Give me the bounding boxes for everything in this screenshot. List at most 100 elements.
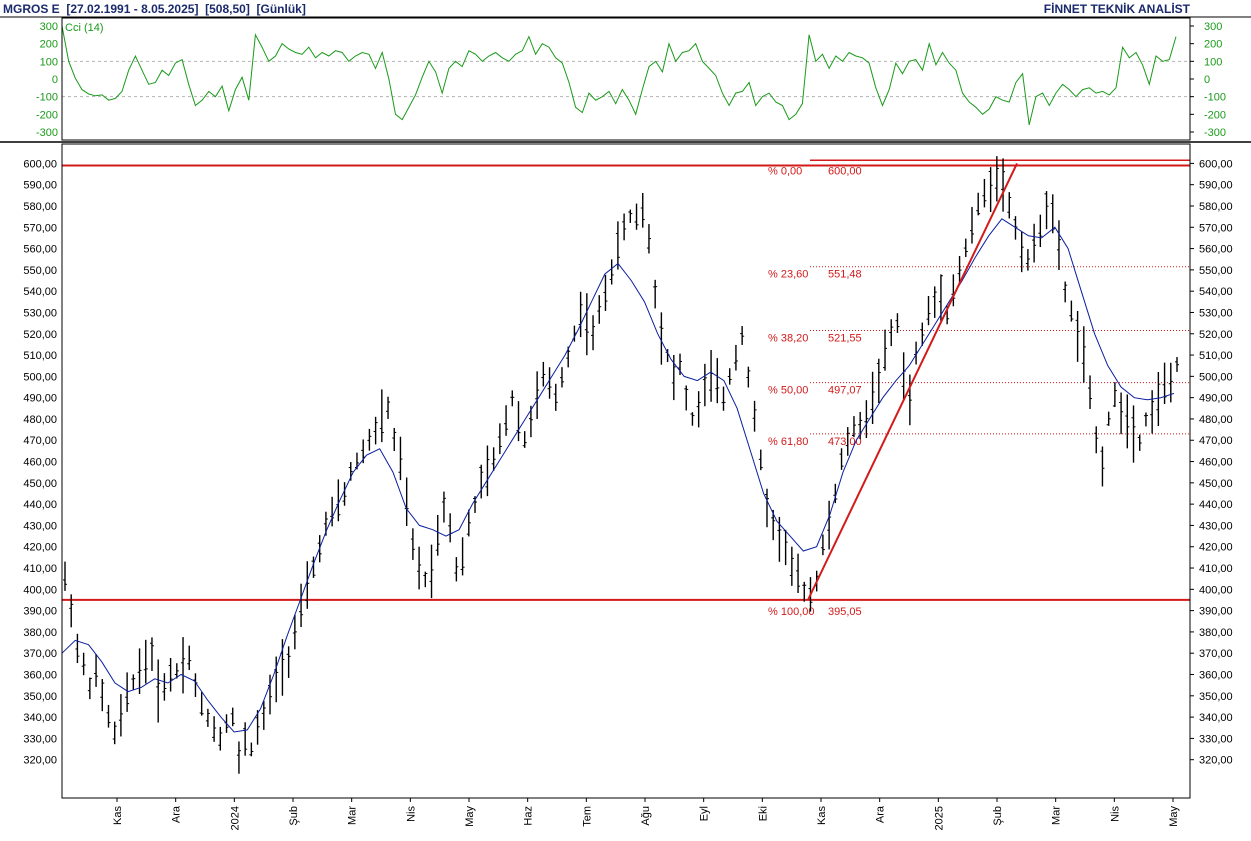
cci-tick-label-left: 0: [52, 74, 58, 86]
price-tick-label-right: 540,00: [1199, 286, 1233, 298]
fib-pct-label: % 100,00: [768, 606, 814, 618]
price-tick-label-right: 400,00: [1199, 584, 1233, 596]
x-tick-label: Kas: [112, 806, 124, 825]
price-tick-label-right: 420,00: [1199, 542, 1233, 554]
cci-panel: 300 300 200 200 100 100 0 0 -100 -100 -200 -200 -300…: [36, 21, 1226, 139]
price-tick-label-left: 470,00: [23, 435, 57, 447]
x-tick-label: Tem: [581, 806, 593, 827]
price-tick-label-left: 350,00: [23, 691, 57, 703]
x-tick-label: Nis: [405, 806, 417, 822]
price-tick-label-right: 370,00: [1199, 648, 1233, 660]
symbol-label: MGROS E: [3, 2, 60, 16]
price-tick-label-right: 470,00: [1199, 435, 1233, 447]
fib-value-label: 600,00: [828, 165, 862, 177]
cci-line: [61, 25, 1177, 126]
price-tick-label-right: 460,00: [1199, 457, 1233, 469]
cci-title: Cci (14): [65, 22, 104, 34]
price-tick-label-left: 570,00: [23, 222, 57, 234]
price-tick-label-left: 320,00: [23, 755, 57, 767]
price-tick-label-right: 320,00: [1199, 755, 1233, 767]
fib-pct-label: % 38,20: [768, 332, 808, 344]
cci-tick-label-left: -300: [36, 127, 58, 139]
price-tick-label-left: 370,00: [23, 648, 57, 660]
cci-tick-label-right: 200: [1204, 39, 1222, 51]
cci-tick-label-left: -100: [36, 92, 58, 104]
price-tick-label-right: 440,00: [1199, 499, 1233, 511]
price-tick-label-left: 550,00: [23, 265, 57, 277]
price-tick-label-right: 330,00: [1199, 733, 1233, 745]
cci-tick-label-left: 300: [40, 21, 58, 33]
price-tick-label-left: 380,00: [23, 627, 57, 639]
fib-value-label: 551,48: [828, 269, 862, 281]
price-tick-label-left: 480,00: [23, 414, 57, 426]
fib-pct-label: % 23,60: [768, 269, 808, 281]
x-tick-label: 2025: [933, 806, 945, 830]
price-tick-label-left: 390,00: [23, 606, 57, 618]
x-tick-label: Mar: [1051, 806, 1063, 825]
x-tick-label: Şub: [288, 806, 300, 826]
chart-header-info: MGROS E [27.02.1991 - 8.05.2025] [508,50…: [3, 2, 306, 16]
price-tick-label-left: 560,00: [23, 244, 57, 256]
fib-value-label: 521,55: [828, 332, 862, 344]
x-tick-label: May: [464, 806, 476, 827]
cci-tick-label-left: -200: [36, 109, 58, 121]
cci-tick-label-right: 300: [1204, 21, 1222, 33]
fib-pct-label: % 0,00: [768, 165, 802, 177]
x-tick-label: 2024: [229, 806, 241, 830]
price-tick-label-left: 400,00: [23, 584, 57, 596]
price-tick-label-left: 520,00: [23, 329, 57, 341]
cci-tick-label-right: -300: [1204, 127, 1226, 139]
price-tick-label-left: 530,00: [23, 307, 57, 319]
price-tick-label-left: 460,00: [23, 457, 57, 469]
price-tick-label-left: 340,00: [23, 712, 57, 724]
price-frame: [61, 143, 1191, 799]
price-tick-label-right: 570,00: [1199, 222, 1233, 234]
cci-tick-label-left: 100: [40, 56, 58, 68]
x-tick-label: Ağu: [640, 806, 652, 826]
price-tick-label-right: 530,00: [1199, 307, 1233, 319]
cci-tick-label-right: -100: [1204, 92, 1226, 104]
price-tick-label-right: 590,00: [1199, 180, 1233, 192]
x-tick-label: Mar: [347, 806, 359, 825]
fib-value-label: 473,00: [828, 436, 862, 448]
x-tick-label: Eki: [757, 806, 769, 821]
price-tick-label-left: 420,00: [23, 542, 57, 554]
price-tick-label-left: 410,00: [23, 563, 57, 575]
price-tick-label-left: 500,00: [23, 371, 57, 383]
x-tick-label: Şub: [992, 806, 1004, 826]
fib-value-label: 497,07: [828, 385, 862, 397]
price-tick-label-right: 380,00: [1199, 627, 1233, 639]
last-price-label: [508,50]: [205, 2, 250, 16]
moving-average-line: [61, 218, 1175, 733]
x-tick-label: May: [1168, 806, 1180, 827]
price-tick-label-right: 580,00: [1199, 201, 1233, 213]
price-tick-label-right: 560,00: [1199, 244, 1233, 256]
price-tick-label-left: 440,00: [23, 499, 57, 511]
x-tick-label: Ara: [171, 805, 183, 823]
price-tick-label-right: 410,00: [1199, 563, 1233, 575]
x-tick-label: Eyl: [699, 806, 711, 821]
x-tick-label: Kas: [816, 806, 828, 825]
price-tick-label-left: 360,00: [23, 670, 57, 682]
x-tick-label: Haz: [523, 806, 535, 826]
price-tick-label-right: 500,00: [1199, 371, 1233, 383]
price-tick-label-right: 510,00: [1199, 350, 1233, 362]
price-tick-label-right: 350,00: [1199, 691, 1233, 703]
price-tick-label-right: 480,00: [1199, 414, 1233, 426]
price-tick-label-right: 340,00: [1199, 712, 1233, 724]
period-label: [Günlük]: [256, 2, 306, 16]
fib-pct-label: % 50,00: [768, 385, 808, 397]
price-tick-label-left: 540,00: [23, 286, 57, 298]
price-panel: 600,00 600,00 590,00 590,00 580,00 580,00 570,…: [23, 156, 1233, 830]
date-range-label: [27.02.1991 - 8.05.2025]: [66, 2, 199, 16]
price-tick-label-right: 390,00: [1199, 606, 1233, 618]
price-tick-label-right: 360,00: [1199, 670, 1233, 682]
price-tick-label-left: 580,00: [23, 201, 57, 213]
x-tick-label: Nis: [1109, 806, 1121, 822]
price-tick-label-left: 430,00: [23, 520, 57, 532]
provider-title: FİNNET TEKNİK ANALİST: [1043, 2, 1190, 16]
cci-tick-label-left: 200: [40, 39, 58, 51]
fib-pct-label: % 61,80: [768, 436, 808, 448]
cci-tick-label-right: 0: [1204, 74, 1210, 86]
